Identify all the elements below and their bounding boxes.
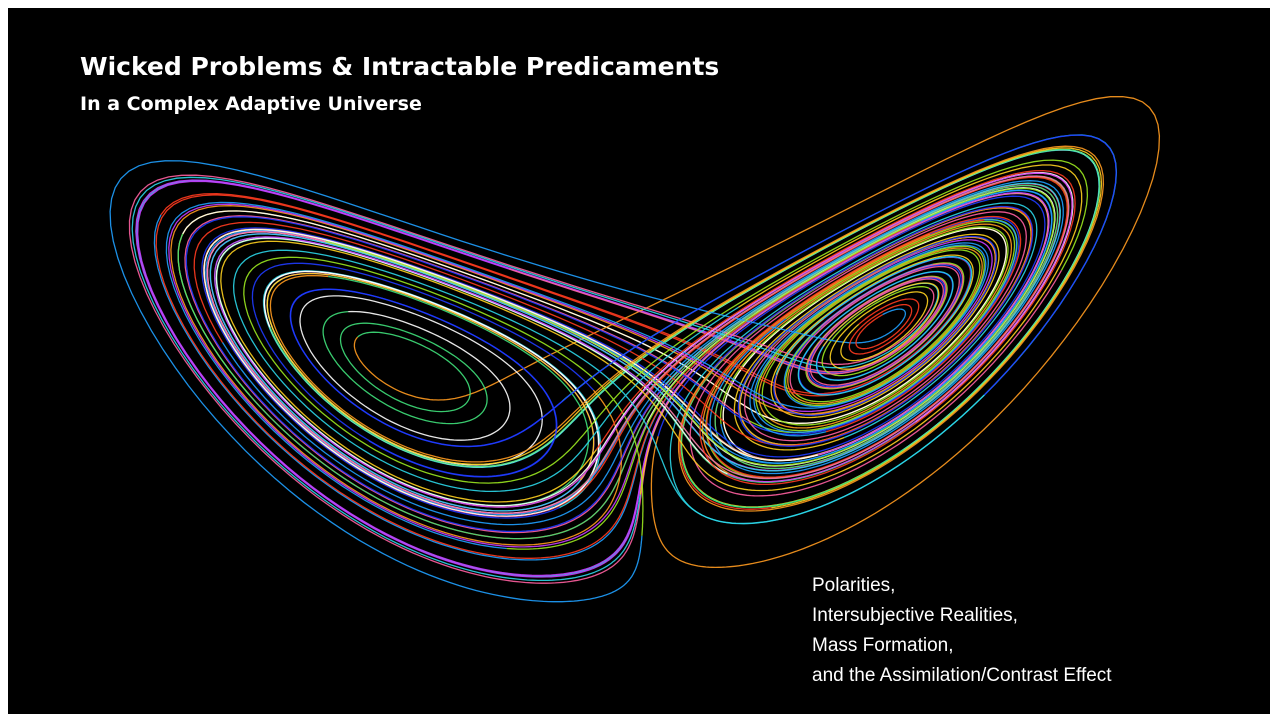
caption-line: Polarities, [812, 575, 895, 596]
attractor-trace [822, 282, 940, 370]
attractor-trace [131, 176, 939, 582]
attractor-trace [203, 228, 818, 517]
attractor-trace [725, 223, 1013, 429]
attractor-trace [109, 160, 907, 603]
attractor-trace [775, 256, 973, 396]
attractor-trace [325, 187, 1055, 550]
title: Wicked Problems & Intractable Predicamen… [80, 52, 719, 81]
caption: Polarities, Intersubjective Realities, Mas… [812, 575, 1112, 686]
attractor-trace [201, 195, 1046, 519]
attractor-trace [165, 201, 989, 550]
attractor-trace [269, 145, 1105, 512]
attractor-trace [595, 169, 1076, 486]
attractor-trace [209, 182, 1061, 512]
attractor-trace [220, 164, 1083, 503]
caption-line: Mass Formation, [812, 635, 953, 656]
attractor-trace [322, 310, 488, 425]
subtitle: In a Complex Adaptive Universe [80, 93, 422, 115]
attractor-trace [168, 203, 993, 548]
lorenz-attractor [109, 95, 1161, 603]
attractor-trace [848, 298, 920, 355]
attractor-trace [185, 216, 1020, 533]
attractor-trace [266, 147, 1103, 509]
attractor-trace [269, 148, 1101, 509]
attractor-trace [733, 233, 1000, 451]
attractor-trace [719, 226, 1009, 426]
attractor-trace [703, 264, 962, 388]
attractor-trace [753, 219, 1018, 433]
attractor-trace [713, 205, 1034, 447]
attractor-trace [128, 174, 935, 584]
attractor-trace [777, 265, 960, 394]
attractor-trace [353, 95, 1161, 569]
attractor-trace [689, 211, 1063, 497]
caption-line: and the Assimilation/Contrast Effect [812, 665, 1112, 686]
attractor-trace [137, 180, 1050, 577]
caption-line: Intersubjective Realities, [812, 605, 1018, 626]
attractor-trace [170, 205, 996, 546]
attractor-trace [508, 263, 964, 389]
attractor-trace [206, 175, 1070, 515]
attractor-trace [755, 220, 1016, 432]
attractor-trace [232, 249, 985, 525]
attractor-trace [213, 172, 1073, 508]
attractor-trace [434, 176, 1068, 517]
attractor-trace [289, 134, 1117, 478]
attractor-trace [221, 180, 1064, 526]
